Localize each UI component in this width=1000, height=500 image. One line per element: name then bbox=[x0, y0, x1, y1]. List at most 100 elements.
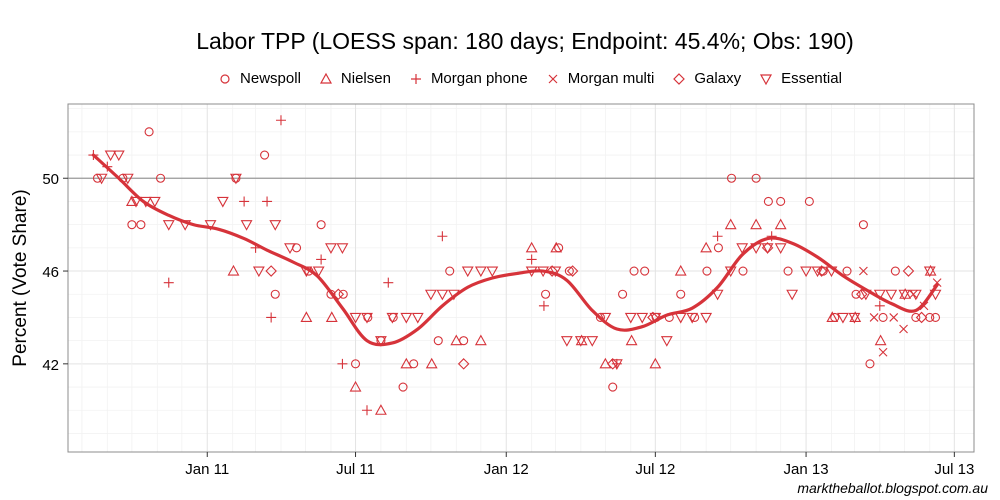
data-point bbox=[156, 173, 166, 183]
data-point bbox=[899, 324, 908, 334]
data-point bbox=[878, 347, 888, 357]
data-point bbox=[474, 334, 487, 346]
data-point bbox=[783, 266, 793, 276]
data-point bbox=[525, 241, 538, 253]
credit-text: marktheballot.blogspot.com.au bbox=[797, 480, 988, 496]
data-point bbox=[374, 404, 387, 415]
data-point bbox=[437, 231, 448, 242]
data-point bbox=[148, 196, 161, 208]
data-point bbox=[266, 312, 277, 323]
data-point bbox=[676, 289, 686, 299]
data-point bbox=[312, 266, 325, 278]
series-morgan-phone bbox=[88, 115, 885, 416]
data-point bbox=[610, 359, 623, 370]
data-point bbox=[162, 220, 175, 231]
data-point bbox=[711, 289, 724, 301]
data-point bbox=[411, 312, 424, 324]
data-point bbox=[826, 311, 839, 322]
data-point bbox=[474, 266, 487, 278]
data-point bbox=[332, 288, 345, 301]
data-point bbox=[649, 357, 662, 369]
data-point bbox=[546, 265, 558, 277]
data-point bbox=[350, 359, 361, 369]
data-point bbox=[361, 405, 372, 416]
data-point bbox=[260, 150, 270, 160]
legend-item-morgan-phone: Morgan phone bbox=[409, 70, 528, 87]
x-tick-label: Jan 13 bbox=[784, 461, 829, 478]
data-point bbox=[660, 336, 673, 347]
x-tick-label: Jan 11 bbox=[185, 461, 229, 478]
data-point bbox=[349, 312, 362, 324]
data-point bbox=[885, 289, 898, 301]
data-point bbox=[386, 312, 399, 324]
data-point bbox=[919, 301, 929, 311]
data-point bbox=[574, 336, 587, 347]
legend-marker-triangle-down-icon bbox=[760, 73, 773, 85]
legend-label: Morgan phone bbox=[430, 70, 528, 87]
data-point bbox=[433, 336, 443, 346]
data-point bbox=[636, 312, 649, 324]
data-point bbox=[450, 334, 463, 346]
data-point bbox=[606, 358, 619, 370]
data-point bbox=[804, 196, 814, 206]
data-point bbox=[550, 241, 563, 253]
data-point bbox=[337, 358, 348, 369]
data-point bbox=[227, 264, 240, 276]
legend-label: Essential bbox=[781, 70, 842, 87]
legend-item-essential: Essential bbox=[759, 70, 842, 87]
data-point bbox=[776, 196, 786, 206]
data-point bbox=[566, 265, 579, 277]
data-point bbox=[915, 311, 928, 324]
data-point bbox=[564, 266, 574, 276]
data-point bbox=[930, 312, 941, 322]
grid bbox=[68, 104, 974, 452]
data-point bbox=[750, 218, 763, 230]
data-point bbox=[842, 266, 852, 276]
data-point bbox=[284, 243, 296, 254]
data-point bbox=[674, 264, 687, 276]
legend-marker-circle-icon bbox=[220, 73, 230, 84]
data-point bbox=[538, 300, 549, 311]
data-point bbox=[361, 312, 373, 324]
series-morgan-multi bbox=[859, 266, 942, 357]
data-point bbox=[865, 359, 875, 369]
data-point bbox=[911, 312, 921, 322]
data-point bbox=[726, 173, 737, 183]
data-point bbox=[800, 266, 813, 278]
data-point bbox=[336, 243, 349, 254]
legend: Newspoll Nielsen Morgan phone Morgan mul… bbox=[0, 70, 1000, 87]
data-point bbox=[686, 312, 699, 324]
y-tick-label: 50 bbox=[42, 171, 59, 188]
data-point bbox=[229, 173, 242, 185]
data-point bbox=[163, 277, 174, 288]
data-point bbox=[702, 266, 712, 276]
data-point bbox=[252, 266, 265, 278]
data-point bbox=[724, 218, 737, 230]
data-point bbox=[461, 266, 474, 278]
data-point bbox=[851, 289, 861, 299]
data-point bbox=[925, 312, 935, 322]
data-point bbox=[325, 243, 337, 254]
legend-label: Newspoll bbox=[240, 70, 301, 87]
data-point bbox=[738, 266, 748, 276]
data-point bbox=[216, 196, 229, 208]
data-point bbox=[130, 196, 142, 208]
legend-label: Galaxy bbox=[694, 70, 742, 87]
data-point bbox=[786, 289, 799, 301]
data-point bbox=[349, 380, 362, 392]
axes: 42 46 50 Jan 11 Jul 11 Jan 12 Jul 12 Jan 13 Jul … bbox=[42, 171, 974, 478]
data-point bbox=[338, 289, 348, 299]
data-point bbox=[923, 266, 936, 278]
legend-item-galaxy: Galaxy bbox=[672, 70, 741, 87]
data-point bbox=[629, 266, 639, 276]
data-point bbox=[869, 313, 879, 322]
loess-curve bbox=[91, 153, 939, 347]
data-point bbox=[712, 231, 723, 242]
legend-label: Morgan multi bbox=[567, 70, 655, 87]
data-point bbox=[848, 312, 861, 324]
data-point bbox=[457, 358, 470, 370]
data-point bbox=[836, 312, 849, 324]
data-point bbox=[240, 220, 253, 231]
data-point bbox=[262, 196, 273, 207]
plot-border bbox=[67, 103, 975, 453]
